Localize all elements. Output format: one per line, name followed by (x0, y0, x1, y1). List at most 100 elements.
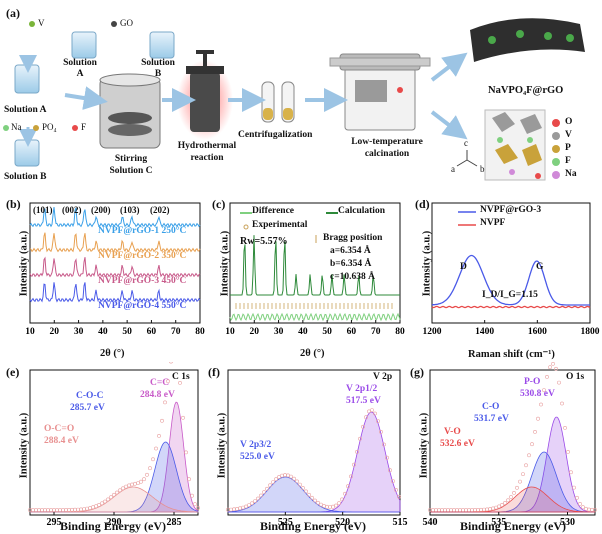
axis-triad-icon (456, 150, 478, 167)
e-traces-exp-point-72 (100, 501, 104, 506)
peak-label-200: (200) (91, 205, 111, 215)
f-traces-exp-point-147 (373, 411, 377, 416)
g-traces-exp-point-69 (497, 504, 501, 509)
axis-b-label: b (480, 164, 485, 174)
f-traces-exp-point-81 (307, 492, 311, 497)
f-traces-component-1 (227, 476, 400, 513)
raman-d-peak-label: D (460, 262, 467, 272)
e-traces-exp-point-60 (88, 506, 92, 510)
xrd-trace-0 (29, 206, 201, 228)
chart-b-tick-label-7: 80 (195, 327, 205, 337)
legend-po4-label: PO₄ (42, 122, 57, 132)
g-traces-exp-point-117 (545, 374, 549, 379)
g-traces-exp-point-87 (515, 485, 519, 490)
g-traces-exp-point-156 (584, 506, 588, 511)
g-traces-exp-point-90 (518, 479, 522, 484)
peak-v2p12-value: 517.5 eV (346, 396, 381, 406)
v-marker (29, 21, 35, 27)
f-traces-exp-point-78 (304, 489, 308, 494)
f-traces-exp-point-90 (316, 500, 320, 505)
chart-c-tick-label-5: 60 (347, 327, 357, 337)
g-traces-exp-point-93 (521, 472, 525, 477)
f-traces-exp-point-72 (298, 482, 302, 487)
g-traces-exp-point-153 (581, 505, 585, 510)
panel-f-letter: (f) (208, 365, 220, 379)
f-traces-exp-point-150 (376, 419, 380, 424)
e-traces-exp-point-135 (163, 400, 167, 405)
atom-p-label: P (565, 143, 571, 153)
f-traces-exp-point-54 (280, 473, 284, 478)
f-traces-exp-point-102 (328, 505, 332, 510)
f-traces-exp-point-168 (394, 488, 398, 492)
panel-g-letter: (g) (410, 365, 424, 379)
beaker-solution-a-top (71, 31, 97, 59)
series-d2-label: NVPF (480, 218, 506, 228)
e-traces-exp-point-126 (154, 446, 158, 451)
chart-f-frame (227, 369, 401, 516)
peak-label-103: (103) (120, 205, 140, 215)
g-traces-component-2 (430, 486, 595, 513)
e-traces-exp-point-150 (178, 380, 182, 385)
f-traces-exp-point-84 (310, 495, 314, 500)
f-traces-exp-point-45 (271, 480, 275, 485)
f-traces-exp-point-48 (274, 477, 278, 482)
e-traces-exp-point-54 (82, 507, 86, 512)
f-traces-exp-point-171 (397, 494, 401, 499)
legend-calculation: Calculation (338, 206, 385, 216)
chart-g-title: O 1s (566, 372, 585, 382)
atom-v-dot (552, 132, 560, 140)
centrifuge-tubes-icon (261, 81, 295, 123)
series-b4-label: NVPF@rGO-4 550°C (98, 301, 187, 311)
f-traces-exp-point-51 (277, 475, 281, 479)
panel-b-letter: (b) (6, 197, 21, 211)
g-traces-exp-point-159 (587, 507, 591, 512)
chart-f-title: V 2p (373, 372, 393, 382)
f-traces-exp-point-18 (244, 504, 248, 509)
f-traces-exp-point-156 (382, 442, 386, 447)
peak-po-name: P-O (524, 377, 541, 387)
raman-g-peak-label: G (536, 262, 544, 272)
f-traces-exp-point-75 (301, 486, 305, 490)
beaker-solution-b-top (149, 31, 175, 59)
peak-co-value: 531.7 eV (474, 414, 509, 424)
stirring-label: Stirring Solution C (109, 154, 153, 176)
e-traces-exp-point-129 (157, 434, 161, 438)
g-traces-exp-point-123 (551, 362, 555, 366)
chart-c-ylabel: Intensity (a.u.) (219, 230, 231, 297)
product-label: NaVPO₄F@rGO (488, 85, 564, 96)
g-traces-exp-point-129 (557, 380, 561, 385)
e-traces-exp-point-87 (115, 490, 119, 495)
chart-c-tick-label-2: 30 (274, 327, 284, 337)
f-traces-exp-point-123 (349, 474, 353, 479)
f-traces-exp-point-42 (268, 483, 272, 488)
f-traces-component-0 (228, 411, 401, 513)
chart-b-tick-label-5: 60 (147, 327, 157, 337)
chart-b-tick-label-4: 50 (122, 327, 132, 337)
f-traces-exp-point-57 (283, 473, 287, 477)
g-traces-exp-point-99 (527, 453, 531, 458)
chart-f-xlabel: Binding Energy (eV) (260, 519, 367, 533)
chart-e-tick-label-0: 295 (47, 517, 62, 528)
legend-experimental: Experimental (252, 220, 308, 230)
legend-difference: Difference (252, 206, 295, 216)
chart-g-ylabel: Intensity (a.u.) (418, 412, 430, 479)
f-traces-exp-point-114 (340, 497, 344, 502)
stirring-beaker (99, 73, 161, 149)
po4-marker (33, 125, 39, 131)
f-traces-exp-point-135 (361, 424, 365, 429)
panel-c-letter: (c) (212, 197, 226, 211)
chart-b-frame (29, 202, 201, 324)
e-traces-exp-point-141 (169, 362, 173, 364)
xrd-trace-3 (29, 282, 201, 303)
f-traces-exp-point-30 (256, 496, 260, 501)
chart-b-tick-label-2: 30 (74, 327, 84, 337)
f-marker (72, 125, 78, 131)
e-traces-exp-point-120 (148, 466, 152, 471)
chart-b-xlabel: 2θ (°) (100, 348, 125, 359)
refine-calc-trace (230, 235, 400, 296)
chart-g-tick-label-1: 535 (491, 517, 506, 528)
chart-b-tick-label-1: 20 (50, 327, 60, 337)
e-traces-exp-point-69 (97, 502, 101, 507)
g-traces-exp-point-141 (569, 470, 573, 475)
autoclave-icon (186, 50, 224, 132)
